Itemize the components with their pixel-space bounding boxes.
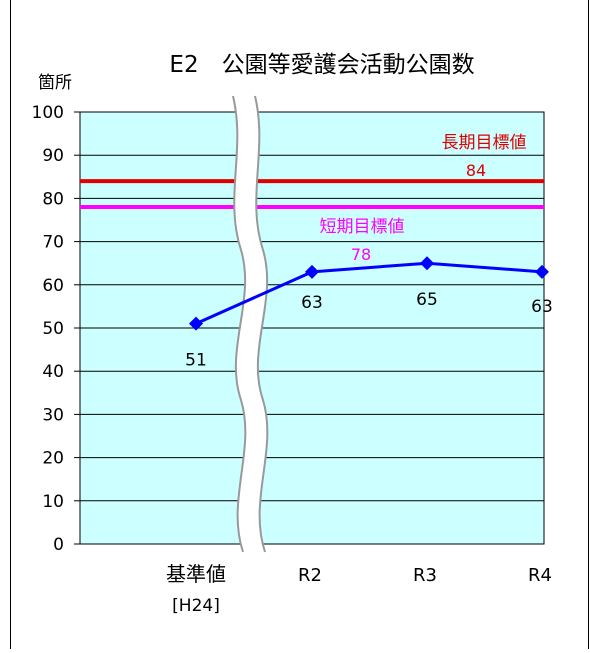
y-tick-label: 50	[42, 319, 64, 339]
chart-title: E2 公園等愛護会活動公園数	[169, 52, 474, 78]
y-tick-label: 0	[53, 535, 64, 555]
x-tick-sublabel: [H24]	[172, 596, 220, 616]
x-tick-label: R4	[528, 565, 552, 586]
data-point-marker	[189, 316, 203, 331]
data-point-marker	[535, 264, 549, 279]
y-tick-label: 60	[42, 276, 64, 296]
x-tick-label: R3	[413, 565, 437, 586]
data-label: 63	[531, 297, 553, 317]
reference-line-value: 78	[351, 245, 371, 264]
gridlines	[80, 154, 544, 502]
reference-line-name: 短期目標値	[320, 217, 405, 237]
y-tick-label: 40	[42, 362, 64, 382]
data-label: 63	[301, 293, 323, 313]
y-axis-unit-label: 箇所	[38, 73, 72, 93]
y-tick-label: 10	[42, 492, 64, 512]
reference-lines: 長期目標値 84 短期目標値 78	[80, 133, 544, 264]
series-line	[195, 261, 543, 326]
data-point-marker	[420, 256, 434, 271]
y-tick-label: 70	[42, 233, 64, 253]
y-tick-labels: 0 10 20 30 40 50 60 70 80 90 100	[32, 103, 80, 555]
data-label: 51	[185, 351, 207, 371]
y-tick-label: 20	[42, 449, 64, 469]
reference-line-name: 長期目標値	[442, 133, 527, 153]
data-point-marker	[305, 264, 319, 279]
x-tick-label: 基準値	[166, 562, 226, 586]
series-layer: 51 63 65 63	[185, 256, 553, 371]
reference-line-value: 84	[466, 161, 486, 180]
x-tick-labels: 基準値 [H24] R2 R3 R4	[166, 562, 552, 616]
y-tick-label: 90	[42, 146, 64, 166]
data-label: 65	[416, 290, 438, 310]
y-tick-label: 80	[42, 189, 64, 209]
axis-break	[232, 95, 269, 553]
y-tick-label: 30	[42, 405, 64, 425]
x-tick-label: R2	[298, 565, 322, 586]
y-tick-label: 100	[32, 103, 64, 123]
